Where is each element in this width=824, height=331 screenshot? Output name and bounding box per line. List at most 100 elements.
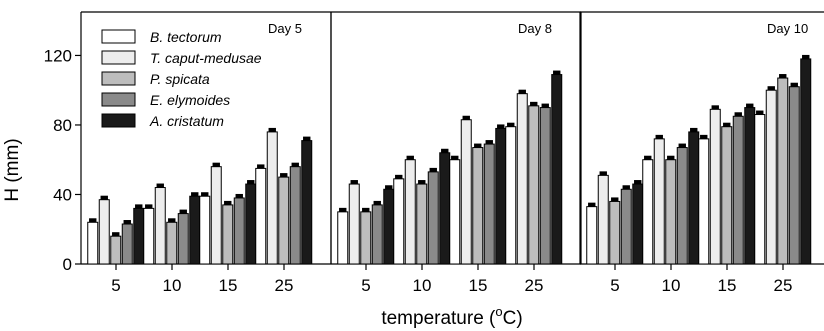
bar [709, 108, 721, 265]
legend-label: T. caput-medusae [150, 50, 262, 66]
bar [721, 126, 733, 265]
bar [472, 147, 484, 265]
error-cap [112, 232, 120, 237]
error-cap [418, 180, 426, 185]
error-cap [257, 164, 265, 169]
x-tick-label: 25 [774, 276, 793, 295]
error-cap [291, 162, 299, 167]
error-cap [373, 200, 381, 205]
legend: B. tectorum T. caput-medusae P. spicata E. … [101, 29, 262, 129]
panel-title: Day 8 [518, 21, 552, 36]
error-cap [611, 197, 619, 202]
bar [586, 206, 598, 265]
bar [98, 199, 110, 265]
error-cap [790, 82, 798, 87]
error-cap [530, 101, 538, 106]
x-tick-label: 15 [219, 276, 238, 295]
legend-label: B. tectorum [150, 29, 222, 45]
error-cap [767, 86, 775, 91]
x-tick-label: 25 [525, 276, 544, 295]
bar [154, 187, 166, 265]
error-cap [89, 218, 97, 223]
bar [676, 147, 688, 265]
bar [110, 235, 122, 265]
error-cap [451, 155, 459, 160]
error-cap [191, 192, 199, 197]
x-axis-title: temperature (oC) [381, 304, 522, 329]
bar [393, 178, 405, 265]
x-tick-label: 10 [662, 276, 681, 295]
legend-swatch [101, 92, 136, 107]
bar [777, 77, 789, 265]
x-tick-label: 5 [610, 276, 619, 295]
error-cap [474, 143, 482, 148]
error-cap [280, 173, 288, 178]
error-cap [395, 174, 403, 179]
bar [788, 86, 800, 265]
error-cap [507, 122, 515, 127]
error-cap [779, 74, 787, 79]
x-tick-label: 15 [469, 276, 488, 295]
bar [765, 89, 777, 265]
x-tick-label: 5 [361, 276, 370, 295]
error-cap [212, 162, 220, 167]
error-cap [362, 207, 370, 212]
panel-1: Day 5 [80, 11, 332, 265]
error-cap [518, 89, 526, 94]
error-cap [168, 218, 176, 223]
bar [166, 221, 178, 265]
bar [255, 167, 267, 265]
error-cap [690, 127, 698, 132]
error-cap [634, 180, 642, 185]
error-cap [179, 209, 187, 214]
bar [642, 159, 654, 265]
error-cap [711, 105, 719, 110]
bar [449, 159, 461, 265]
error-cap [339, 207, 347, 212]
bar [732, 115, 744, 265]
bar [460, 119, 472, 265]
bar [551, 74, 563, 265]
panel-title: Day 5 [268, 21, 302, 36]
bar [337, 211, 349, 265]
error-cap [485, 140, 493, 145]
bar [427, 171, 439, 265]
bar [516, 93, 528, 265]
bar [278, 176, 290, 265]
bar [404, 159, 416, 265]
x-tick-label: 10 [163, 276, 182, 295]
error-cap [723, 122, 731, 127]
x-tick-label: 15 [718, 276, 737, 295]
x-axis-title-unit: C) [503, 308, 523, 329]
bar [360, 211, 372, 265]
bar [528, 105, 540, 265]
bar [483, 143, 495, 265]
x-tick-label: 25 [275, 276, 294, 295]
error-cap [441, 148, 449, 153]
error-cap [385, 185, 393, 190]
bar [632, 183, 644, 265]
legend-swatch [101, 50, 136, 65]
bar [653, 138, 665, 265]
error-cap [100, 195, 108, 200]
bar [233, 197, 245, 265]
error-cap [700, 134, 708, 139]
error-cap [802, 54, 810, 59]
error-cap [201, 192, 209, 197]
legend-swatch [101, 71, 136, 86]
error-cap [303, 136, 311, 141]
bar [597, 174, 609, 265]
error-cap [678, 143, 686, 148]
error-cap [734, 112, 742, 117]
bar [222, 204, 234, 265]
bar [688, 131, 700, 265]
x-axis-title-degree: o [495, 304, 502, 319]
chart-panels: Day 5 Day 8 Day 10 [80, 11, 824, 265]
bar [439, 152, 451, 265]
y-axis-title: H (mm) [2, 138, 23, 201]
panel-3: Day 10 [579, 11, 824, 265]
y-tick-label: 120 [44, 46, 72, 65]
bar [301, 140, 313, 265]
error-cap [268, 127, 276, 132]
error-cap [644, 155, 652, 160]
